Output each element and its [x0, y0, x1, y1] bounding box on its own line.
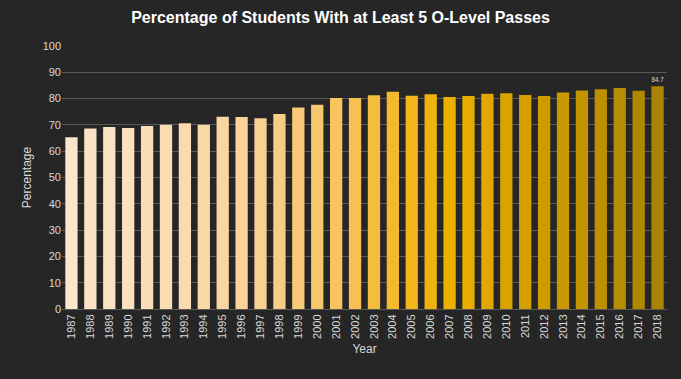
svg-text:1990: 1990	[122, 314, 134, 338]
svg-text:2013: 2013	[557, 314, 569, 338]
svg-text:2006: 2006	[424, 314, 436, 338]
svg-text:2017: 2017	[632, 314, 644, 338]
svg-text:2014: 2014	[575, 314, 587, 338]
svg-text:1994: 1994	[197, 314, 209, 338]
svg-text:2012: 2012	[538, 314, 550, 338]
svg-text:1993: 1993	[178, 314, 190, 338]
svg-text:1987: 1987	[65, 314, 77, 338]
svg-text:2011: 2011	[519, 314, 531, 338]
svg-text:2001: 2001	[330, 314, 342, 338]
svg-text:1999: 1999	[292, 314, 304, 338]
svg-text:50: 50	[49, 171, 61, 183]
svg-text:1996: 1996	[235, 314, 247, 338]
svg-text:100: 100	[43, 40, 61, 52]
svg-text:30: 30	[49, 224, 61, 236]
svg-text:1997: 1997	[254, 314, 266, 338]
svg-text:90: 90	[49, 66, 61, 78]
svg-text:1995: 1995	[216, 314, 228, 338]
svg-text:2016: 2016	[613, 314, 625, 338]
svg-text:60: 60	[49, 145, 61, 157]
svg-text:80: 80	[49, 92, 61, 104]
svg-text:84.7: 84.7	[651, 76, 664, 83]
svg-text:Percentage: Percentage	[20, 146, 34, 208]
svg-text:2007: 2007	[443, 314, 455, 338]
svg-text:1992: 1992	[160, 314, 172, 338]
svg-text:10: 10	[49, 277, 61, 289]
svg-text:2003: 2003	[368, 314, 380, 338]
svg-text:1991: 1991	[141, 314, 153, 338]
svg-text:1998: 1998	[273, 314, 285, 338]
svg-text:2005: 2005	[405, 314, 417, 338]
svg-text:2018: 2018	[651, 314, 663, 338]
svg-text:20: 20	[49, 250, 61, 262]
svg-text:2009: 2009	[481, 314, 493, 338]
svg-text:2015: 2015	[594, 314, 606, 338]
svg-text:Year: Year	[352, 342, 376, 356]
svg-text:0: 0	[55, 303, 61, 315]
svg-text:2010: 2010	[500, 314, 512, 338]
svg-text:40: 40	[49, 198, 61, 210]
svg-text:1989: 1989	[103, 314, 115, 338]
svg-text:Percentage of Students With at: Percentage of Students With at Least 5 O…	[131, 9, 550, 26]
svg-text:2002: 2002	[349, 314, 361, 338]
svg-text:2000: 2000	[311, 314, 323, 338]
svg-text:70: 70	[49, 119, 61, 131]
svg-text:2004: 2004	[386, 314, 398, 338]
svg-text:2008: 2008	[462, 314, 474, 338]
svg-text:1988: 1988	[84, 314, 96, 338]
